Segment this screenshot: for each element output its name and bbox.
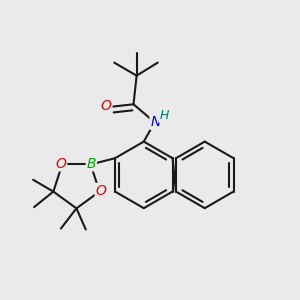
Text: N: N [150, 115, 161, 129]
Text: O: O [56, 157, 66, 170]
Text: O: O [96, 184, 106, 198]
Text: O: O [101, 99, 112, 113]
Text: H: H [159, 109, 169, 122]
Text: B: B [87, 157, 96, 170]
